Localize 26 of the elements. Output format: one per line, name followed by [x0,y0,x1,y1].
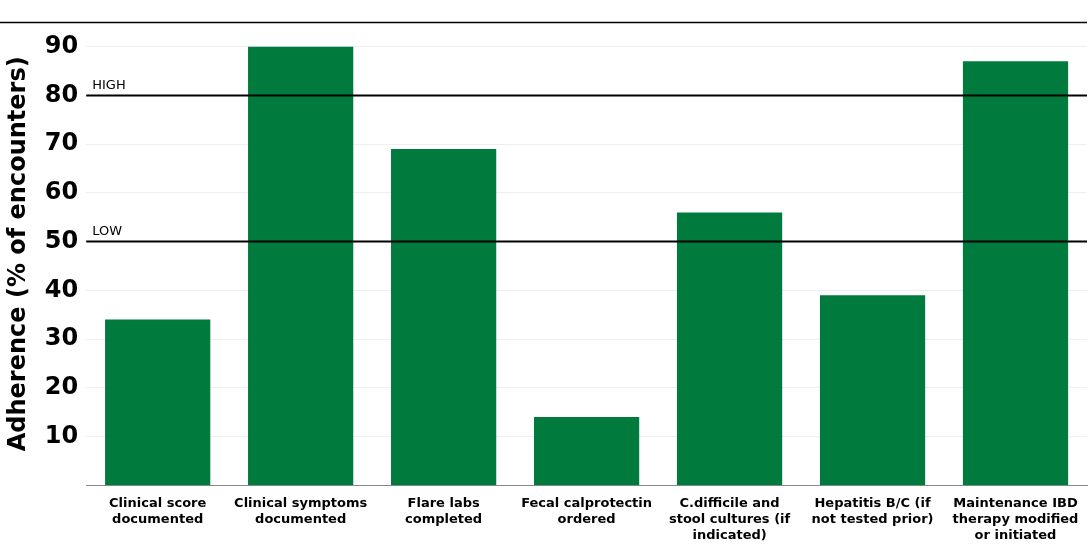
y-tick-label: 40 [44,274,79,303]
bar [676,212,783,486]
bar [533,417,640,486]
y-tick-label: 10 [44,420,79,449]
y-tick-label: 80 [44,79,79,108]
x-tick-label: Hepatitis B/C (if not tested prior) [811,495,934,526]
bar [105,319,211,486]
ref-line-label: HIGH [92,77,126,93]
y-tick-label: 60 [44,177,79,206]
x-tick-label: Maintenance IBD therapy modified or initiated [952,495,1079,542]
y-axis-title: Adherence (% of encounters) [2,56,31,452]
y-tick-label: 70 [44,128,79,157]
x-tick-label: Flare labs completed [405,495,483,526]
x-tick-label: C.difficile and stool cultures (if indicated) [668,495,791,542]
y-tick-label: 20 [44,372,79,400]
y-tick-label: 30 [44,323,79,352]
y-tick-label: 50 [44,225,79,254]
bar [248,46,354,486]
x-tick-label: Clinical symptoms documented [234,495,368,526]
x-tick-label: Clinical score documented [109,495,207,526]
bar [819,295,926,486]
y-tick-label: 90 [44,30,79,59]
ref-line-label: LOW [92,223,123,239]
x-tick-label: Fecal calprotectin ordered [521,495,653,526]
bar [962,61,1069,486]
bar [391,149,497,486]
